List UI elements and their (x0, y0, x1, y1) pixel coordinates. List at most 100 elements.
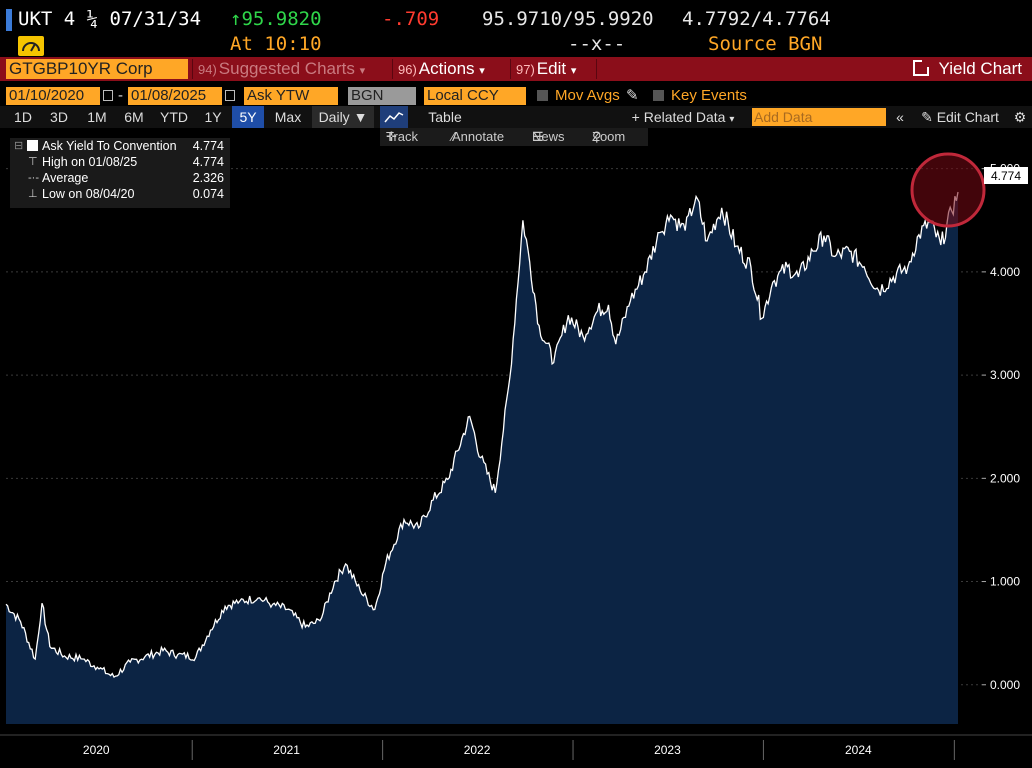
mov-avgs-checkbox[interactable] (537, 90, 548, 101)
edit-chart-button[interactable]: ✎ Edit Chart (914, 106, 1006, 128)
annotate-label: Annotate (452, 129, 505, 144)
frequency-label: Daily (318, 109, 350, 125)
spread-value: --x-- (568, 33, 626, 55)
gear-icon[interactable]: ⚙ (1013, 109, 1027, 125)
ticker-label: UKT 4 ¼ 07/31/34 (18, 8, 202, 30)
menu-label: Edit (536, 59, 567, 78)
security-field[interactable]: GTGBP10YR Corp (6, 59, 188, 79)
range-ytd[interactable]: YTD (160, 109, 188, 125)
average-marker-icon: -·- (28, 172, 39, 184)
range-1y[interactable]: 1Y (204, 109, 222, 125)
currency-select[interactable]: Local CCY (424, 87, 526, 105)
calendar-icon[interactable] (103, 90, 113, 101)
key-events-label: Key Events (671, 87, 747, 104)
source-input[interactable]: BGN (348, 87, 416, 105)
x-tick-label: 2021 (273, 743, 300, 757)
bid-ask-price: 95.9710/95.9920 (482, 8, 654, 30)
y-tick-label: 0.000 (990, 678, 1020, 692)
yield-chart-label: Yield Chart (938, 59, 1022, 78)
plus-icon: + (631, 109, 644, 125)
x-tick-label: 2024 (845, 743, 872, 757)
chevron-down-icon: ▾ (479, 65, 485, 77)
yield-chart-button[interactable]: Yield Chart (912, 57, 1022, 81)
table-button[interactable]: Table (428, 109, 462, 125)
mov-avgs-label: Mov Avgs (555, 87, 620, 104)
pencil-icon[interactable]: ✎ (626, 87, 639, 104)
gauge-icon[interactable] (18, 36, 44, 56)
track-label: Track (386, 129, 419, 144)
range-toolbar: 1D 3D 1M 6M YTD 1Y 5Y Max Daily ▼ Table … (0, 106, 1032, 128)
average-value: 2.326 (192, 171, 224, 185)
security-color-bar (6, 9, 12, 31)
news-label: News (532, 129, 565, 144)
chevron-down-icon: ▾ (729, 114, 735, 125)
chart-tools: ✛ Track ⁄ Annotate ☰ News ⚲ Zoom (380, 128, 648, 146)
low-value: 0.074 (192, 187, 224, 201)
chevron-down-icon: ▾ (359, 65, 366, 77)
legend-series[interactable]: ⊟ Ask Yield To Convention 4.774 (10, 138, 230, 154)
bid-ask-yield: 4.7792/4.7764 (682, 8, 831, 30)
last-value-tag: 4.774 (984, 167, 1028, 184)
add-data-input[interactable]: Add Data (752, 108, 886, 126)
external-window-icon (912, 59, 930, 76)
toolbar-divider (392, 59, 393, 79)
collapse-box-icon[interactable]: ⊟ (14, 140, 24, 152)
quote-time: At 10:10 (230, 33, 322, 55)
series-name: Ask Yield To Convention (42, 139, 177, 153)
collapse-icon[interactable]: « (896, 109, 904, 125)
pencil-icon: ⁄ (452, 129, 455, 144)
net-change: -.709 (382, 8, 440, 30)
edit-chart-label: Edit Chart (936, 109, 999, 125)
chart-legend: ⊟ Ask Yield To Convention 4.774 ⊤ High o… (10, 138, 230, 208)
range-max[interactable]: Max (274, 109, 302, 125)
y-tick-label: 2.000 (990, 471, 1020, 485)
field-input[interactable]: Ask YTW (244, 87, 338, 105)
menu-number: 96) (398, 62, 417, 77)
start-date-input[interactable]: 01/10/2020 (6, 87, 100, 105)
end-date-input[interactable]: 01/08/2025 (128, 87, 222, 105)
date-separator: - (118, 87, 123, 104)
y-tick-label: 3.000 (990, 368, 1020, 382)
low-marker-icon: ⊥ (28, 188, 38, 200)
magnifier-icon: ⚲ (592, 129, 602, 144)
crosshair-icon: ✛ (386, 129, 397, 144)
x-tick-label: 2022 (464, 743, 491, 757)
related-data-button[interactable]: + Related Data ▾ (620, 106, 746, 128)
legend-high: ⊤ High on 01/08/25 4.774 (10, 154, 230, 170)
range-3d[interactable]: 3D (50, 109, 68, 125)
last-value-text: 4.774 (991, 169, 1021, 183)
key-events-checkbox[interactable] (653, 90, 664, 101)
range-1m[interactable]: 1M (87, 109, 107, 125)
function-toolbar: GTGBP10YR Corp 94) Suggested Charts ▾ 96)… (0, 57, 1032, 81)
range-5y[interactable]: 5Y (232, 106, 264, 128)
frequency-select[interactable]: Daily ▼ (312, 106, 374, 128)
series-color-swatch (27, 140, 38, 151)
x-tick-label: 2020 (83, 743, 110, 757)
zoom-label: Zoom (592, 129, 626, 144)
related-data-label: Related Data (643, 109, 726, 125)
yield-line (5, 191, 959, 679)
news-icon: ☰ (532, 129, 544, 144)
highlight-circle (910, 152, 986, 228)
line-chart-icon[interactable] (380, 106, 408, 128)
range-1d[interactable]: 1D (14, 109, 32, 125)
low-label: Low on 08/04/20 (42, 187, 135, 201)
last-price: ↑95.9820 (230, 8, 322, 30)
x-tick-label: 2023 (654, 743, 681, 757)
actions-button[interactable]: 96) Actions ▾ (398, 57, 485, 81)
pencil-icon: ✎ (921, 109, 937, 125)
chevron-down-icon: ▾ (570, 65, 577, 77)
high-value: 4.774 (192, 155, 224, 169)
calendar-icon[interactable] (225, 90, 235, 101)
average-label: Average (42, 171, 89, 185)
menu-number: 94) (198, 62, 217, 77)
toolbar-divider (192, 59, 193, 79)
suggested-charts-button[interactable]: 94) Suggested Charts ▾ (198, 57, 365, 81)
edit-button[interactable]: 97) Edit ▾ (516, 57, 576, 81)
pricing-source: Source BGN (708, 33, 823, 55)
quote-header: UKT 4 ¼ 07/31/34 ↑95.9820 -.709 95.9710/… (0, 0, 1032, 58)
range-6m[interactable]: 6M (124, 109, 144, 125)
legend-average: -·- Average 2.326 (10, 170, 230, 186)
